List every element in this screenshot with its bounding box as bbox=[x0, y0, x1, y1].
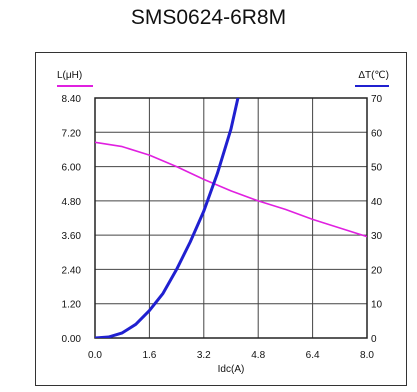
y-right-tick-label: 50 bbox=[371, 163, 383, 174]
x-tick-label: 8.0 bbox=[360, 350, 374, 361]
chart-title: SMS0624-6R8M bbox=[130, 6, 287, 29]
y-left-tick-label: 2.40 bbox=[62, 265, 82, 276]
y-right-tick-label: 70 bbox=[371, 94, 383, 105]
y-left-tick-label: 0.00 bbox=[62, 334, 82, 345]
y-right-tick-label: 60 bbox=[371, 128, 383, 139]
chart-frame bbox=[35, 52, 407, 386]
y-right-tick-label: 30 bbox=[371, 231, 383, 242]
y-right-tick-label: 10 bbox=[371, 300, 383, 311]
x-tick-label: 1.6 bbox=[142, 350, 156, 361]
x-tick-label: 4.8 bbox=[251, 350, 265, 361]
x-tick-label: 0.0 bbox=[88, 350, 102, 361]
y-left-tick-label: 3.60 bbox=[62, 231, 82, 242]
y-left-tick-label: 7.20 bbox=[62, 128, 82, 139]
y-left-tick-label: 1.20 bbox=[62, 300, 82, 311]
plot-border bbox=[94, 97, 368, 339]
y-left-axis-label: L(μH) bbox=[57, 70, 82, 81]
y-right-axis-label: ΔT(℃) bbox=[358, 70, 389, 81]
y-left-tick-label: 4.80 bbox=[62, 197, 82, 208]
y-left-tick-label: 8.40 bbox=[62, 94, 82, 105]
x-axis-label: Idc(A) bbox=[218, 364, 245, 375]
series-line-inductance bbox=[95, 141, 367, 238]
y-right-tick-label: 40 bbox=[371, 197, 383, 208]
y-right-tick-label: 0 bbox=[371, 334, 377, 345]
x-tick-label: 3.2 bbox=[197, 350, 211, 361]
series-line-temperature bbox=[95, 98, 240, 338]
y-right-tick-label: 20 bbox=[371, 265, 383, 276]
y-left-tick-label: 6.00 bbox=[62, 163, 82, 174]
x-tick-label: 6.4 bbox=[306, 350, 320, 361]
